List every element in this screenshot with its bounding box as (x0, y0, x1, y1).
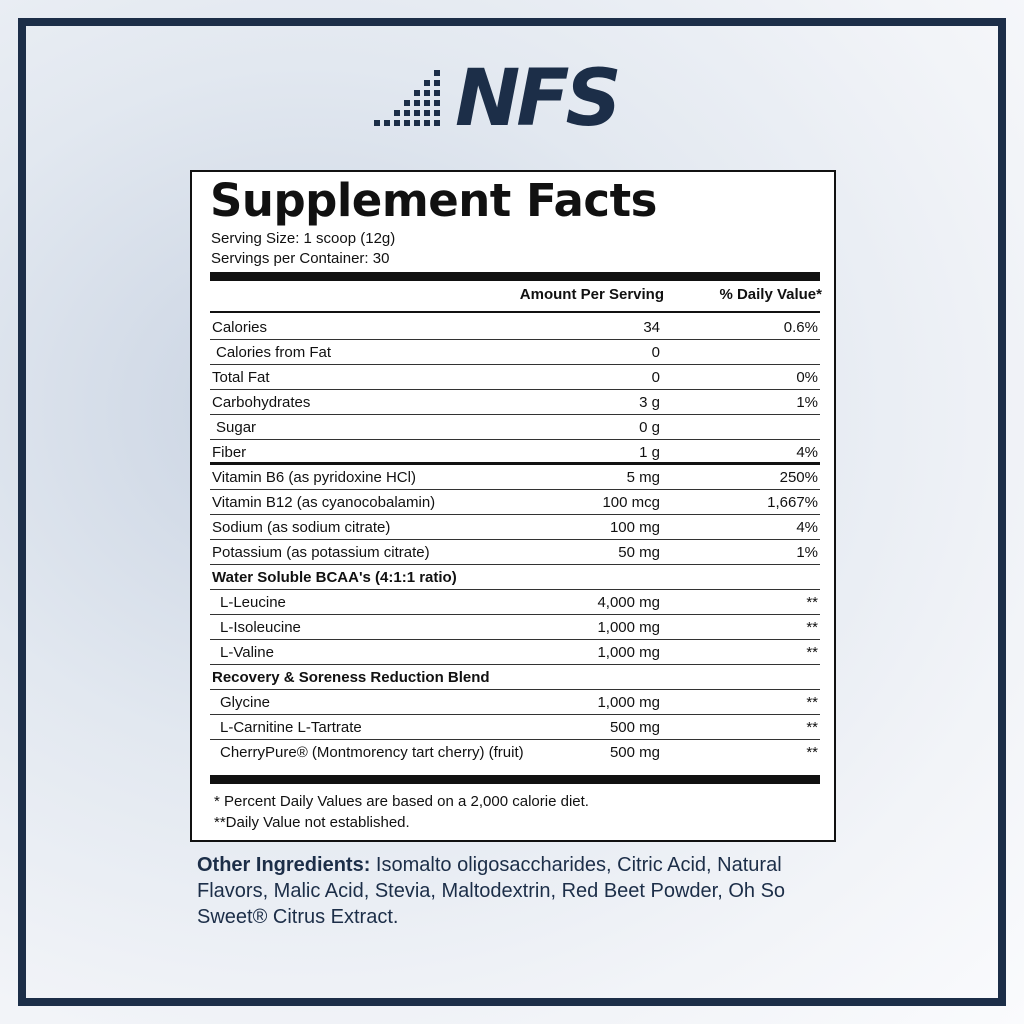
serving-size: Serving Size: 1 scoop (12g) (211, 230, 396, 247)
other-ingredients-text: Isomalto oligosaccharides, Citric Acid, … (197, 854, 786, 928)
header-rule (210, 311, 820, 313)
nutrient-name: Total Fat (212, 369, 270, 386)
daily-value: ** (806, 594, 818, 611)
nutrient-row: Calories from Fat 0 (210, 340, 820, 365)
amount: 100 mg (609, 519, 660, 536)
other-ingredients: Other Ingredients: Isomalto oligosacchar… (197, 852, 837, 930)
servings-per-container: Servings per Container: 30 (211, 250, 390, 267)
nutrient-row: Vitamin B6 (as pyridoxine HCl) 5 mg 250% (210, 465, 820, 490)
nutrient-row: Fiber 1 g 4% (210, 440, 820, 465)
frame (18, 18, 1006, 1006)
daily-value: 4% (796, 519, 818, 536)
nutrient-row: Sugar 0 g (210, 415, 820, 440)
daily-value: ** (806, 744, 818, 761)
daily-value: 1% (796, 544, 818, 561)
nutrient-name: CherryPure® (Montmorency tart cherry) (f… (220, 744, 524, 761)
nutrient-row: Total Fat 0 0% (210, 365, 820, 390)
nutrient-row: L-Carnitine L-Tartrate 500 mg ** (210, 715, 820, 740)
nutrient-row: Calories 34 0.6% (210, 315, 820, 340)
nutrient-name: L-Leucine (220, 594, 286, 611)
nutrient-name: Sugar (216, 419, 257, 436)
amount: 1,000 mg (597, 644, 660, 661)
nutrient-name: Calories from Fat (216, 344, 332, 361)
amount: 1,000 mg (597, 694, 660, 711)
amount: 3 g (639, 394, 660, 411)
logo-text: NFS (455, 54, 622, 144)
amount: 1 g (639, 444, 660, 461)
daily-value: 1% (796, 394, 818, 411)
daily-value: ** (806, 644, 818, 661)
nutrient-name: Fiber (212, 444, 247, 461)
supplement-facts-panel: Supplement Facts Serving Size: 1 scoop (… (190, 170, 836, 842)
amount: 0 (651, 369, 660, 386)
nutrient-name: Potassium (as potassium citrate) (212, 544, 430, 561)
daily-value: 0% (796, 369, 818, 386)
nutrient-name: Calories (212, 319, 268, 336)
daily-value: 250% (779, 469, 818, 486)
footnote: **Daily Value not established. (214, 814, 410, 831)
nutrient-row: L-Isoleucine 1,000 mg ** (210, 615, 820, 640)
amount: 1,000 mg (597, 619, 660, 636)
other-ingredients-label: Other Ingredients: (197, 854, 371, 876)
nutrient-name: Vitamin B6 (as pyridoxine HCl) (212, 469, 416, 486)
amount-header: Amount Per Serving (519, 286, 664, 303)
nutrient-row: Sodium (as sodium citrate) 100 mg 4% (210, 515, 820, 540)
logo: NFS (370, 54, 660, 144)
amount: 500 mg (609, 744, 660, 761)
amount: 5 mg (626, 469, 660, 486)
nutrient-name: Recovery & Soreness Reduction Blend (212, 669, 490, 686)
nutrient-name: L-Carnitine L-Tartrate (220, 719, 362, 736)
nutrient-row: Carbohydrates 3 g 1% (210, 390, 820, 415)
thick-rule (210, 272, 820, 281)
nutrient-rows: Calories 34 0.6% Calories from Fat 0 Total Fa… (210, 315, 820, 764)
amount: 0 g (639, 419, 660, 436)
nutrient-row: Vitamin B12 (as cyanocobalamin) 100 mcg 1,… (210, 490, 820, 515)
amount: 0 (651, 344, 660, 361)
amount: 34 (643, 319, 660, 336)
logo-mark (374, 70, 440, 126)
amount: 4,000 mg (597, 594, 660, 611)
thick-rule (210, 775, 820, 784)
daily-value: ** (806, 619, 818, 636)
nutrient-name: L-Valine (220, 644, 274, 661)
amount: 100 mcg (602, 494, 660, 511)
nutrient-row: Glycine 1,000 mg ** (210, 690, 820, 715)
nutrient-row: L-Leucine 4,000 mg ** (210, 590, 820, 615)
nutrient-name: L-Isoleucine (220, 619, 301, 636)
amount: 500 mg (609, 719, 660, 736)
daily-value: 0.6% (783, 319, 818, 336)
nutrient-name: Carbohydrates (212, 394, 311, 411)
amount: 50 mg (618, 544, 660, 561)
daily-value: ** (806, 694, 818, 711)
nutrient-row: CherryPure® (Montmorency tart cherry) (f… (210, 740, 820, 764)
nutrient-row: Recovery & Soreness Reduction Blend (210, 665, 820, 690)
nutrient-name: Sodium (as sodium citrate) (212, 519, 391, 536)
nutrient-row: L-Valine 1,000 mg ** (210, 640, 820, 665)
daily-value: 1,667% (767, 494, 818, 511)
dv-header: % Daily Value* (719, 286, 822, 303)
panel-title: Supplement Facts (210, 174, 657, 227)
nutrient-row: Potassium (as potassium citrate) 50 mg 1% (210, 540, 820, 565)
daily-value: ** (806, 719, 818, 736)
nutrient-row: Water Soluble BCAA's (4:1:1 ratio) (210, 565, 820, 590)
nutrient-name: Glycine (220, 694, 271, 711)
nutrient-name: Water Soluble BCAA's (4:1:1 ratio) (212, 569, 457, 586)
nutrient-name: Vitamin B12 (as cyanocobalamin) (212, 494, 436, 511)
daily-value: 4% (796, 444, 818, 461)
footnote: * Percent Daily Values are based on a 2,… (214, 793, 589, 810)
